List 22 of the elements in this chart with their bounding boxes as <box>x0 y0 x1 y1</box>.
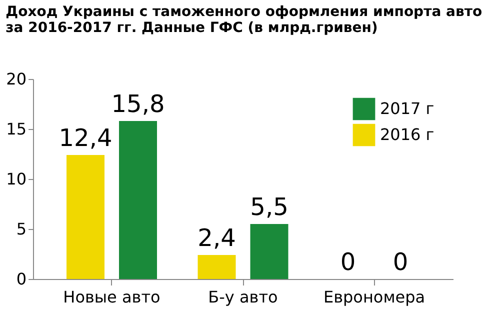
x-tick-label: Б-у авто <box>208 288 278 306</box>
legend-label: 2016 г <box>380 125 434 144</box>
bar <box>250 224 288 279</box>
text: 2,4 <box>198 224 236 252</box>
text: 0 <box>340 248 356 276</box>
text: Доход Украины с таможенного оформления импорта авто <box>6 4 482 20</box>
text: за 2016-2017 гг. Данные ГФС (в млрд.гривен) <box>6 20 378 36</box>
y-tick-label: 10 <box>6 170 26 188</box>
x-tick-label: Еврономера <box>323 288 426 306</box>
text: 15,8 <box>111 90 165 118</box>
bar <box>198 255 236 279</box>
bar <box>119 121 157 279</box>
y-tick-label: 15 <box>6 120 26 138</box>
text: 12,4 <box>58 124 112 152</box>
text: 0 <box>392 248 408 276</box>
legend-label: 2017 г <box>380 99 434 118</box>
y-tick-label: 5 <box>16 220 26 238</box>
x-tick-label: Новые авто <box>63 288 160 306</box>
bar <box>66 155 104 279</box>
text: 5,5 <box>250 193 288 221</box>
y-tick-label: 0 <box>16 270 26 288</box>
y-tick-label: 20 <box>6 70 26 88</box>
